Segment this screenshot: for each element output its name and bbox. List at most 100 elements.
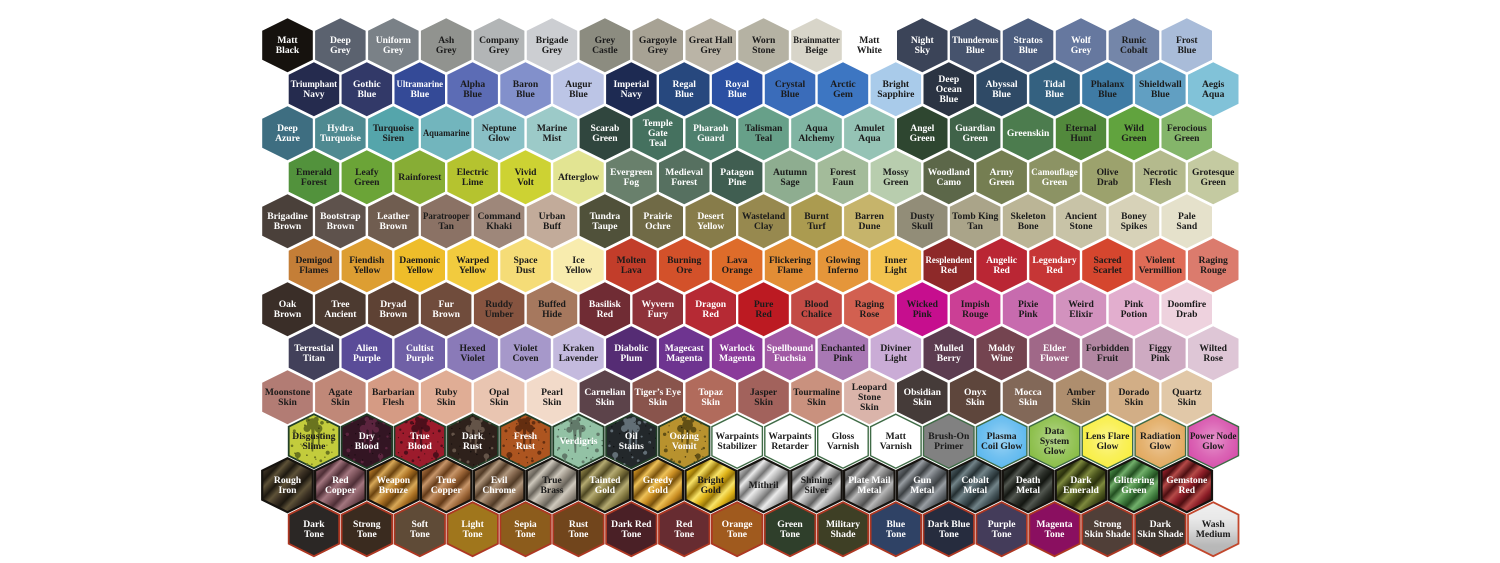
svg-text:Ash: Ash bbox=[438, 35, 455, 46]
svg-text:Coven: Coven bbox=[512, 353, 539, 364]
svg-text:Aquamarine: Aquamarine bbox=[423, 128, 470, 139]
svg-text:Wine: Wine bbox=[991, 353, 1013, 364]
svg-text:True: True bbox=[410, 431, 430, 442]
svg-text:Blue: Blue bbox=[939, 94, 958, 105]
svg-text:Magecast: Magecast bbox=[665, 343, 705, 354]
svg-text:Clay: Clay bbox=[754, 221, 773, 232]
svg-text:Varnish: Varnish bbox=[880, 441, 913, 452]
svg-text:Topaz: Topaz bbox=[698, 387, 723, 398]
svg-text:Blood: Blood bbox=[355, 441, 380, 452]
svg-text:Brainmatter: Brainmatter bbox=[793, 35, 840, 46]
svg-text:Faun: Faun bbox=[832, 177, 854, 188]
svg-text:Rough: Rough bbox=[274, 475, 302, 486]
svg-text:Worn: Worn bbox=[752, 35, 776, 46]
svg-text:Mocca: Mocca bbox=[1015, 387, 1042, 398]
svg-text:Dark: Dark bbox=[462, 431, 484, 442]
svg-text:Rouge: Rouge bbox=[1200, 265, 1227, 276]
svg-text:Diabolic: Diabolic bbox=[614, 343, 649, 354]
svg-text:Green: Green bbox=[777, 519, 803, 530]
svg-text:Guardian: Guardian bbox=[955, 123, 996, 134]
svg-text:Wilted: Wilted bbox=[1199, 343, 1227, 354]
svg-text:Blue: Blue bbox=[675, 89, 694, 100]
svg-text:Daemonic: Daemonic bbox=[399, 255, 441, 266]
svg-text:Silver: Silver bbox=[805, 485, 830, 496]
svg-text:Hide: Hide bbox=[542, 309, 562, 320]
svg-text:Bootstrap: Bootstrap bbox=[320, 211, 361, 222]
svg-text:Retarder: Retarder bbox=[771, 441, 809, 452]
svg-text:Blue: Blue bbox=[516, 89, 535, 100]
svg-text:Glow: Glow bbox=[1149, 441, 1171, 452]
svg-text:Pink: Pink bbox=[1124, 299, 1144, 310]
svg-text:Camouflage: Camouflage bbox=[1031, 167, 1078, 178]
svg-text:Deep: Deep bbox=[938, 74, 959, 85]
svg-text:Blue: Blue bbox=[1045, 89, 1064, 100]
svg-text:Urban: Urban bbox=[539, 211, 566, 222]
svg-text:Volt: Volt bbox=[517, 177, 535, 188]
svg-text:Hexed: Hexed bbox=[460, 343, 487, 354]
svg-text:Army: Army bbox=[990, 167, 1014, 178]
svg-text:Kraken: Kraken bbox=[563, 343, 595, 354]
svg-text:Stabilizer: Stabilizer bbox=[717, 441, 757, 452]
svg-text:Chalice: Chalice bbox=[801, 309, 833, 320]
svg-text:Vivid: Vivid bbox=[514, 167, 537, 178]
svg-text:Green: Green bbox=[1042, 177, 1068, 188]
svg-text:Grey: Grey bbox=[700, 45, 721, 56]
svg-text:Light: Light bbox=[885, 265, 908, 276]
svg-text:Sapphire: Sapphire bbox=[877, 89, 915, 100]
svg-text:Azure: Azure bbox=[275, 133, 301, 144]
svg-text:Aqua: Aqua bbox=[805, 123, 828, 134]
svg-text:Deep: Deep bbox=[277, 123, 298, 134]
svg-text:Pink: Pink bbox=[1151, 353, 1171, 364]
svg-text:Teal: Teal bbox=[649, 138, 667, 149]
svg-text:Gold: Gold bbox=[595, 485, 616, 496]
svg-text:Ruddy: Ruddy bbox=[485, 299, 513, 310]
svg-text:Forbidden: Forbidden bbox=[1086, 343, 1130, 354]
svg-text:Doomfire: Doomfire bbox=[1167, 299, 1206, 310]
svg-text:Agate: Agate bbox=[328, 387, 353, 398]
svg-text:Pixie: Pixie bbox=[1018, 299, 1039, 310]
svg-text:Rainforest: Rainforest bbox=[398, 172, 442, 183]
svg-text:Tone: Tone bbox=[674, 529, 695, 540]
svg-text:Mulled: Mulled bbox=[934, 343, 964, 354]
svg-text:Fresh: Fresh bbox=[514, 431, 538, 442]
svg-text:Temple: Temple bbox=[643, 118, 674, 129]
svg-text:Brown: Brown bbox=[380, 309, 408, 320]
svg-text:Rouge: Rouge bbox=[962, 309, 989, 320]
svg-text:Flickering: Flickering bbox=[769, 255, 811, 266]
svg-text:Tone: Tone bbox=[569, 529, 590, 540]
svg-text:Blue: Blue bbox=[966, 45, 985, 56]
svg-text:Company: Company bbox=[479, 35, 519, 46]
svg-text:Tan: Tan bbox=[967, 221, 983, 232]
svg-text:Scarab: Scarab bbox=[591, 123, 620, 134]
svg-text:Grey: Grey bbox=[330, 45, 351, 56]
svg-text:Medium: Medium bbox=[1196, 529, 1231, 540]
svg-text:Stone: Stone bbox=[752, 45, 776, 56]
svg-text:Green: Green bbox=[354, 177, 380, 188]
svg-text:Skin: Skin bbox=[543, 397, 562, 408]
svg-text:Sky: Sky bbox=[915, 45, 931, 56]
svg-text:Alpha: Alpha bbox=[460, 79, 485, 90]
svg-text:Grey: Grey bbox=[1071, 45, 1092, 56]
svg-text:Shieldwall: Shieldwall bbox=[1139, 79, 1182, 90]
svg-text:Impish: Impish bbox=[961, 299, 990, 310]
svg-text:Oak: Oak bbox=[279, 299, 297, 310]
svg-text:Runic: Runic bbox=[1122, 35, 1147, 46]
svg-text:Blue: Blue bbox=[1098, 89, 1117, 100]
svg-text:Plate Mail: Plate Mail bbox=[848, 475, 891, 486]
svg-text:Autumn: Autumn bbox=[773, 167, 808, 178]
svg-text:Gold: Gold bbox=[648, 485, 669, 496]
svg-text:Tan: Tan bbox=[438, 221, 454, 232]
svg-text:Death: Death bbox=[1016, 475, 1041, 486]
svg-text:Orange: Orange bbox=[722, 265, 754, 276]
svg-text:Tone: Tone bbox=[621, 529, 642, 540]
svg-text:Ocean: Ocean bbox=[936, 84, 963, 95]
svg-text:Tundra: Tundra bbox=[590, 211, 621, 222]
svg-text:Hydra: Hydra bbox=[327, 123, 354, 134]
svg-text:Drab: Drab bbox=[1176, 309, 1197, 320]
svg-text:Tone: Tone bbox=[516, 529, 537, 540]
svg-text:Violet: Violet bbox=[461, 353, 486, 364]
svg-text:Fiendish: Fiendish bbox=[349, 255, 385, 266]
svg-text:Ochre: Ochre bbox=[645, 221, 671, 232]
svg-text:Triumphant: Triumphant bbox=[291, 79, 338, 90]
svg-text:Skin: Skin bbox=[701, 397, 720, 408]
